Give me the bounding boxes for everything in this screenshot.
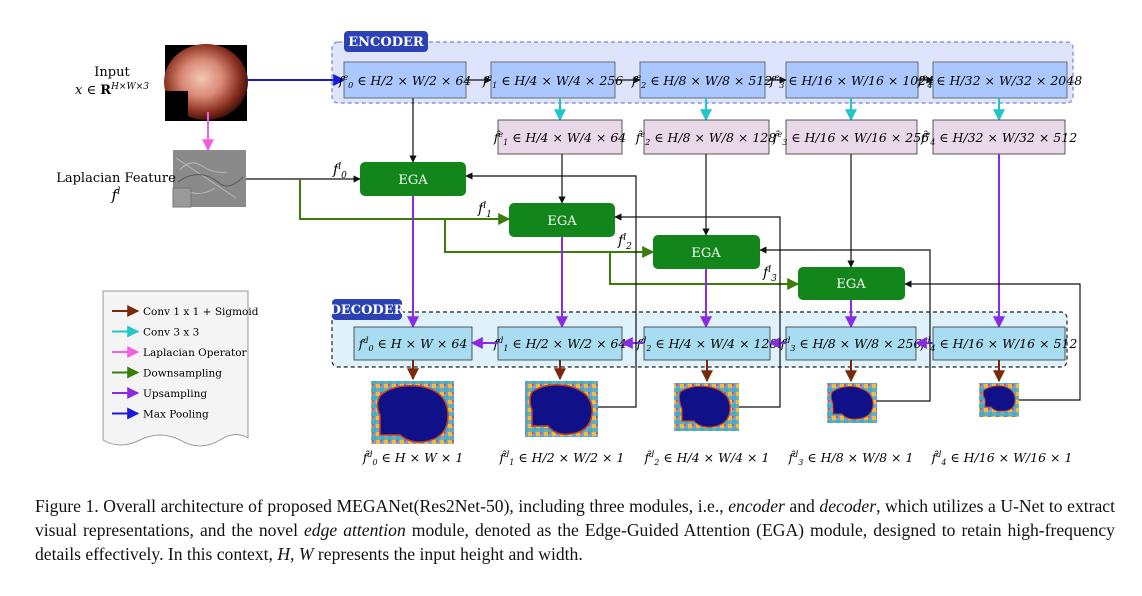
legend-label: Laplacian Operator (143, 347, 248, 359)
output-mask-4 (979, 383, 1019, 417)
svg-text:fd3 ∈ H/8 × W/8 × 256: fd3 ∈ H/8 × W/8 × 256 (780, 336, 922, 353)
ega-block-1: EGA (509, 203, 615, 237)
svg-text:f̂e2 ∈ H/8 × W/8 × 128: f̂e2 ∈ H/8 × W/8 × 128 (635, 129, 776, 147)
svg-text:f̂e4 ∈ H/32 × W/32 × 512: f̂e4 ∈ H/32 × W/32 × 512 (920, 129, 1077, 147)
decoder-badge (332, 299, 402, 320)
laplacian-downsample-2 (444, 219, 655, 258)
svg-text:fe3 ∈ H/16 × W/16 × 1024: fe3 ∈ H/16 × W/16 × 1024 (769, 73, 934, 90)
laplacian-downsample-1 (299, 179, 511, 225)
input-label: Input (94, 65, 130, 80)
decoder-node-3: fd3 ∈ H/8 × W/8 × 256 (780, 326, 922, 361)
svg-text:f̂e3 ∈ H/16 × W/16 × 256: f̂e3 ∈ H/16 × W/16 × 256 (772, 129, 929, 147)
hat-node-1: f̂e1 ∈ H/4 × W/4 × 64 (493, 119, 627, 155)
architecture-diagram: ENCODER DECODER Input x ∈ RH×W×3 Laplaci… (56, 31, 1082, 467)
output-mask-1 (525, 381, 598, 437)
svg-text:fe2 ∈ H/8 × W/8 × 512: fe2 ∈ H/8 × W/8 × 512 (631, 73, 772, 90)
hat-node-4: f̂e4 ∈ H/32 × W/32 × 512 (920, 119, 1077, 155)
feedback-1 (465, 172, 637, 408)
laplacian-tap-label-0: fl0 (332, 162, 347, 181)
svg-text:fd1 ∈ H/2 × W/2 × 64: fd1 ∈ H/2 × W/2 × 64 (493, 336, 627, 353)
decoder-node-4: fd4 ∈ H/16 × W/16 × 512 (920, 326, 1078, 361)
svg-text:fd2 ∈ H/4 × W/4 × 128: fd2 ∈ H/4 × W/4 × 128 (636, 336, 778, 353)
legend-item: Laplacian Operator (112, 346, 248, 359)
svg-text:fd0 ∈ H × W × 64: fd0 ∈ H × W × 64 (358, 336, 468, 353)
legend-label: Max Pooling (143, 409, 209, 421)
encoder-node-0: fe0 ∈ H/2 × W/2 × 64 (338, 61, 472, 99)
legend-item: Conv 3 x 3 (112, 325, 199, 339)
svg-text:fe0 ∈ H/2 × W/2 × 64: fe0 ∈ H/2 × W/2 × 64 (338, 73, 472, 90)
encoder-badge-label: ENCODER (348, 35, 424, 50)
laplacian-downsample-3 (609, 252, 800, 290)
svg-text:EGA: EGA (836, 277, 866, 292)
output-label-3: f̂d3 ∈ H/8 × W/8 × 1 (788, 449, 914, 467)
encoder-node-1: fe1 ∈ H/4 × W/4 × 256 (482, 61, 623, 99)
output-label-4: f̂d4 ∈ H/16 × W/16 × 1 (931, 449, 1073, 467)
laplacian-tap-label-1: fl1 (477, 201, 492, 220)
laplacian-tap-label-3: fl3 (762, 265, 777, 284)
svg-text:fe1 ∈ H/4 × W/4 × 256: fe1 ∈ H/4 × W/4 × 256 (482, 73, 623, 90)
hat-node-2: f̂e2 ∈ H/8 × W/8 × 128 (635, 119, 776, 155)
encoder-badge (344, 31, 428, 52)
decoder-badge-label: DECODER (330, 303, 405, 318)
legend-item: Upsampling (112, 387, 207, 400)
svg-text:fd4 ∈ H/16 × W/16 × 512: fd4 ∈ H/16 × W/16 × 512 (920, 336, 1078, 353)
legend-label: Upsampling (143, 388, 207, 400)
encoder-node-2: fe2 ∈ H/8 × W/8 × 512 (631, 61, 772, 99)
svg-text:EGA: EGA (547, 214, 577, 229)
feedback-2 (614, 213, 781, 408)
legend-item: Max Pooling (112, 407, 209, 421)
input-image (164, 44, 248, 121)
ega-block-3: EGA (798, 267, 905, 300)
laplacian-label: Laplacian Feature (56, 171, 176, 186)
decoder-node-1: fd1 ∈ H/2 × W/2 × 64 (493, 326, 627, 361)
encoder-node-3: fe3 ∈ H/16 × W/16 × 1024 (769, 61, 934, 99)
output-mask-0 (371, 381, 454, 444)
legend-label: Conv 3 x 3 (143, 327, 199, 339)
output-label-1: f̂d1 ∈ H/2 × W/2 × 1 (499, 449, 625, 467)
ega-block-2: EGA (653, 235, 760, 269)
decoder-node-0: fd0 ∈ H × W × 64 (353, 326, 473, 361)
legend-label: Downsampling (143, 368, 222, 380)
svg-text:EGA: EGA (691, 246, 721, 261)
legend-item: Downsampling (112, 366, 222, 380)
legend-item: Conv 1 x 1 + Sigmoid (112, 305, 259, 318)
output-mask-2 (674, 383, 739, 431)
encoder-node-4: fe4 ∈ H/32 × W/32 × 2048 (917, 61, 1082, 99)
legend: Conv 1 x 1 + Sigmoid Conv 3 x 3 Laplacian … (102, 290, 259, 447)
svg-text:EGA: EGA (398, 173, 428, 188)
ega-block-0: EGA (360, 162, 466, 196)
laplacian-tap-label-2: fl2 (617, 233, 632, 252)
hat-node-3: f̂e3 ∈ H/16 × W/16 × 256 (772, 119, 929, 155)
laplacian-image (172, 150, 246, 208)
output-label-2: f̂d2 ∈ H/4 × W/4 × 1 (644, 449, 770, 467)
feedback-4 (904, 280, 1081, 401)
legend-label: Conv 1 x 1 + Sigmoid (143, 306, 259, 318)
input-formula: x ∈ RH×W×3 (75, 82, 149, 98)
laplacian-symbol: fl (111, 186, 121, 204)
figure-caption: Figure 1. Overall architecture of propos… (35, 496, 1116, 564)
svg-text:f̂e1 ∈ H/4 × W/4 × 64: f̂e1 ∈ H/4 × W/4 × 64 (493, 129, 627, 147)
feedback-3 (759, 246, 931, 402)
svg-text:fe4 ∈ H/32 × W/32 × 2048: fe4 ∈ H/32 × W/32 × 2048 (917, 73, 1082, 90)
output-label-0: f̂d0 ∈ H × W × 1 (362, 449, 464, 467)
output-mask-3 (827, 383, 877, 423)
decoder-node-2: fd2 ∈ H/4 × W/4 × 128 (636, 326, 778, 361)
